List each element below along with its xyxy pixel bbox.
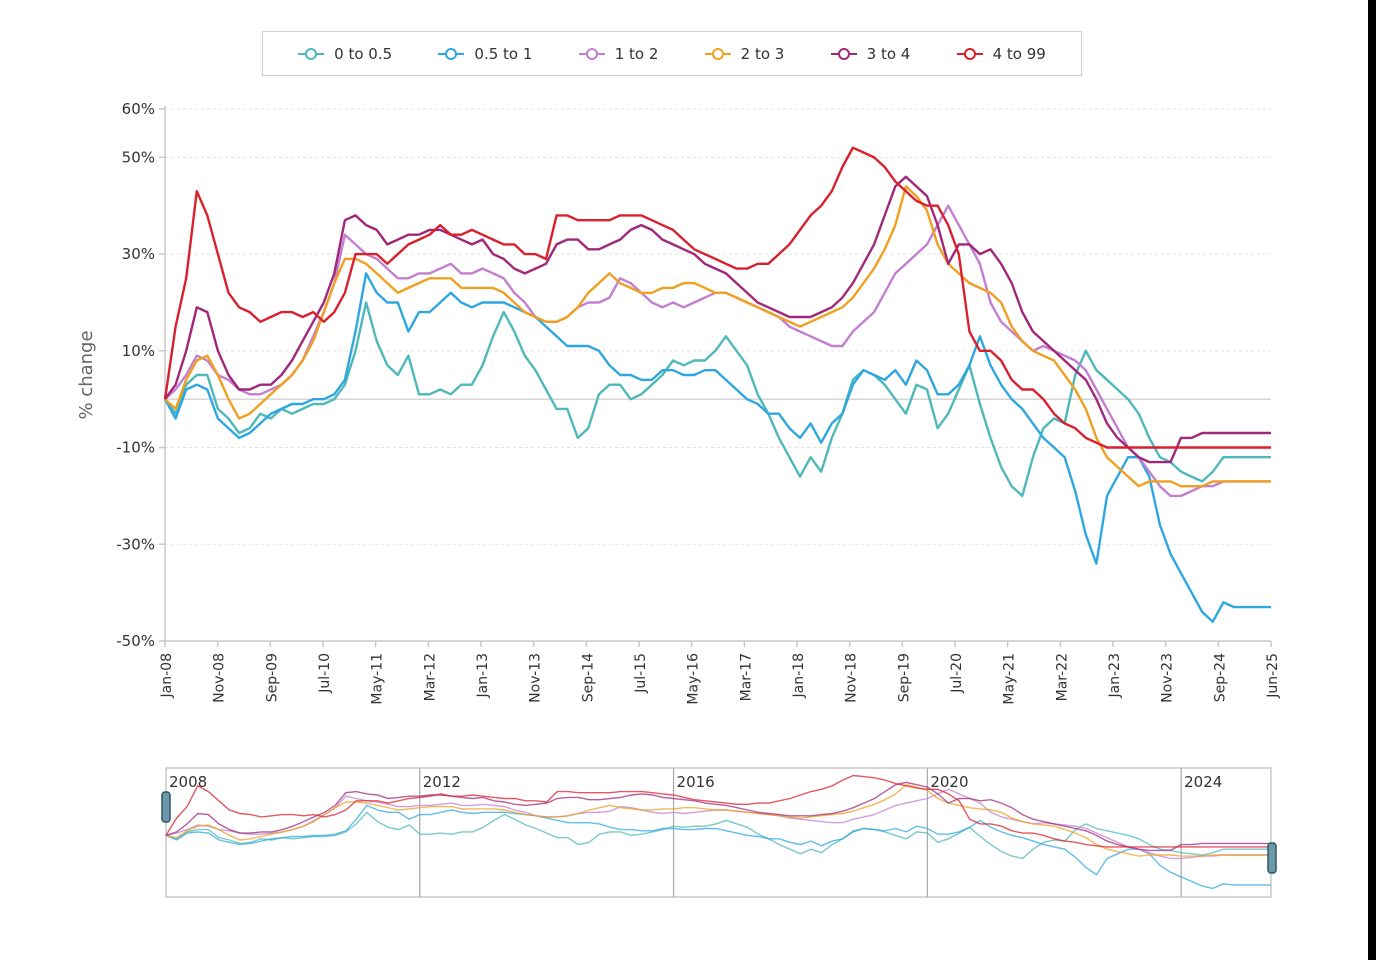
navigator-year-label: 2012 (423, 773, 461, 791)
x-tick-label: Jul-10 (317, 653, 333, 694)
y-tick-label: 60% (122, 100, 155, 118)
series-line-3-to-4[interactable] (164, 175, 1271, 464)
legend-label: 4 to 99 (992, 44, 1046, 63)
x-tick-label: Nov-08 (212, 653, 228, 703)
x-tick-label: Sep-09 (264, 653, 280, 702)
legend-marker-icon (298, 47, 325, 60)
legend-label: 1 to 2 (614, 44, 659, 63)
y-tick-label: -10% (116, 439, 155, 457)
navigator-series-line (165, 783, 1271, 857)
y-axis-ticks: 60% 50% 30% 10% -10% -30% -50% (116, 100, 165, 650)
navigator-series-line (165, 774, 1271, 848)
x-tick-label: Jun-25 (1265, 653, 1281, 699)
legend-marker-icon (956, 47, 983, 60)
x-tick-label: Sep-24 (1212, 653, 1228, 702)
navigator-series-line (165, 811, 1271, 860)
x-tick-label: Jul-15 (633, 653, 649, 694)
navigator-right-handle[interactable] (1267, 842, 1277, 874)
x-tick-label: Jan-23 (1107, 653, 1123, 698)
x-tick-label: Jan-08 (159, 653, 175, 698)
legend-item[interactable]: 0 to 0.5 (298, 45, 392, 63)
x-axis-ticks: Jan-08 Nov-08 Sep-09 Jul-10 May-11 Mar-12 Jan-… (159, 641, 1281, 705)
x-tick-label: May-11 (370, 653, 386, 705)
x-tick-label: Jan-13 (475, 653, 491, 698)
navigator-year-label: 2016 (677, 773, 715, 791)
y-tick-label: 30% (122, 245, 155, 263)
legend-item[interactable]: 1 to 2 (578, 44, 659, 63)
legend-label: 2 to 3 (740, 44, 785, 63)
legend-item[interactable]: 4 to 99 (956, 44, 1046, 63)
x-tick-label: Mar-17 (738, 653, 754, 701)
legend-marker-icon (830, 47, 857, 60)
legend-item[interactable]: 2 to 3 (704, 44, 785, 63)
legend-item[interactable]: 3 to 4 (830, 44, 911, 63)
legend-label: 0.5 to 1 (474, 44, 533, 63)
y-tick-label: -30% (116, 535, 155, 553)
x-tick-label: Nov-18 (844, 653, 860, 703)
legend-marker-icon (438, 47, 465, 60)
navigator-year-label: 2024 (1184, 773, 1222, 791)
y-tick-label: 50% (122, 148, 155, 166)
x-tick-label: May-16 (686, 653, 702, 705)
legend-item[interactable]: 0.5 to 1 (438, 45, 532, 63)
legend-label: 0 to 0.5 (334, 44, 393, 63)
x-tick-label: Mar-22 (1054, 653, 1070, 701)
x-tick-label: Nov-23 (1160, 653, 1176, 703)
chart-legend: 0 to 0.5 0.5 to 1 1 to 2 2 to 3 3 to 4 4 to 9… (262, 31, 1082, 76)
x-tick-label: Jan-18 (791, 653, 807, 698)
series-line-0-to-0_5[interactable] (164, 301, 1271, 498)
x-tick-label: Nov-13 (528, 653, 544, 703)
legend-marker-icon (704, 47, 731, 60)
y-tick-label: 10% (122, 342, 155, 360)
x-tick-label: Sep-14 (580, 653, 596, 702)
x-tick-label: Sep-19 (896, 653, 912, 702)
legend-marker-icon (578, 47, 605, 60)
navigator-series-line (165, 781, 1271, 852)
x-tick-label: Mar-12 (422, 653, 438, 701)
navigator-year-label: 2020 (930, 773, 968, 791)
navigator-frame[interactable] (165, 767, 1272, 898)
navigator: 2008 2012 2016 2020 2024 (161, 767, 1277, 898)
y-axis-label: % change (76, 330, 97, 419)
series-line-2-to-3[interactable] (164, 185, 1271, 488)
series-line-4-to-99[interactable] (163, 146, 1271, 449)
navigator-series-line (165, 804, 1271, 890)
series-line-0_5-to-1[interactable] (163, 272, 1271, 623)
x-tick-label: Jul-20 (949, 653, 965, 694)
x-tick-label: May-21 (1002, 653, 1018, 705)
y-tick-label: -50% (116, 632, 155, 650)
navigator-left-handle[interactable] (161, 791, 171, 823)
window-edge (1368, 0, 1376, 960)
series-lines (163, 146, 1271, 623)
legend-label: 3 to 4 (866, 44, 911, 63)
gridlines (165, 108, 1271, 642)
